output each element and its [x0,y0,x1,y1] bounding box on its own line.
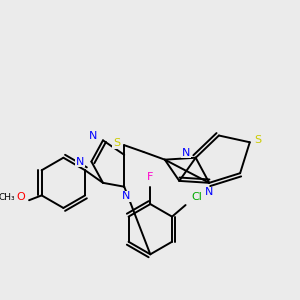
Text: S: S [254,135,261,145]
Text: S: S [113,138,120,148]
Text: Cl: Cl [192,192,203,202]
Text: N: N [122,191,130,201]
Text: N: N [89,130,98,140]
Text: F: F [147,172,154,182]
Text: N: N [182,148,190,158]
Text: N: N [76,157,84,166]
Text: N: N [205,188,213,197]
Text: O: O [16,192,25,202]
Text: CH₃: CH₃ [0,193,15,202]
